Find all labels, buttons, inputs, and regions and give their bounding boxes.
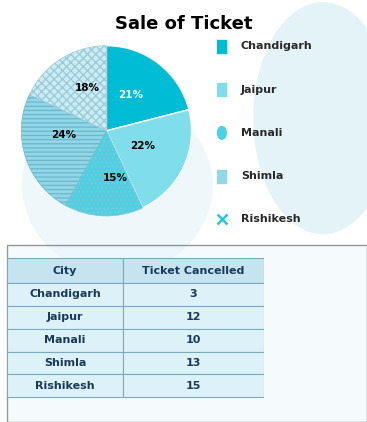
Circle shape — [216, 126, 227, 141]
Text: Chandigarh: Chandigarh — [241, 41, 313, 51]
Text: 22%: 22% — [130, 141, 155, 151]
Bar — [216, 169, 227, 184]
Text: Rishikesh: Rishikesh — [35, 381, 95, 391]
Wedge shape — [106, 110, 192, 208]
Text: Sale of Ticket: Sale of Ticket — [115, 15, 252, 33]
Bar — [123, 329, 264, 352]
Text: 15%: 15% — [102, 173, 127, 183]
Bar — [123, 283, 264, 306]
Text: 13: 13 — [186, 358, 201, 368]
Text: Shimla: Shimla — [44, 358, 86, 368]
FancyBboxPatch shape — [7, 245, 367, 422]
Bar — [7, 374, 123, 398]
Bar — [123, 306, 264, 329]
Bar — [123, 352, 264, 374]
Text: 15: 15 — [186, 381, 201, 391]
Text: Manali: Manali — [241, 128, 282, 138]
Ellipse shape — [253, 2, 367, 234]
Bar — [123, 258, 264, 283]
Bar — [216, 82, 227, 97]
Text: Rishikesh: Rishikesh — [241, 214, 300, 225]
Bar — [7, 283, 123, 306]
Bar — [7, 352, 123, 374]
Wedge shape — [65, 131, 143, 216]
Wedge shape — [106, 46, 189, 131]
Text: Chandigarh: Chandigarh — [29, 289, 101, 300]
Text: Ticket Cancelled: Ticket Cancelled — [142, 266, 245, 276]
Text: Jaipur: Jaipur — [241, 85, 277, 95]
Ellipse shape — [22, 97, 213, 274]
Text: Jaipur: Jaipur — [47, 312, 83, 322]
Text: City: City — [53, 266, 77, 276]
Text: Shimla: Shimla — [241, 171, 283, 181]
Text: 3: 3 — [190, 289, 197, 300]
Text: 12: 12 — [186, 312, 201, 322]
Bar — [7, 306, 123, 329]
Text: 10: 10 — [186, 335, 201, 345]
Text: 18%: 18% — [75, 83, 100, 93]
Text: 24%: 24% — [51, 130, 76, 140]
Bar — [7, 258, 123, 283]
Wedge shape — [21, 95, 106, 206]
Bar — [216, 39, 227, 54]
Bar — [123, 374, 264, 398]
Text: Manali: Manali — [44, 335, 86, 345]
Text: 21%: 21% — [118, 90, 143, 100]
Bar — [7, 329, 123, 352]
Wedge shape — [29, 46, 106, 131]
